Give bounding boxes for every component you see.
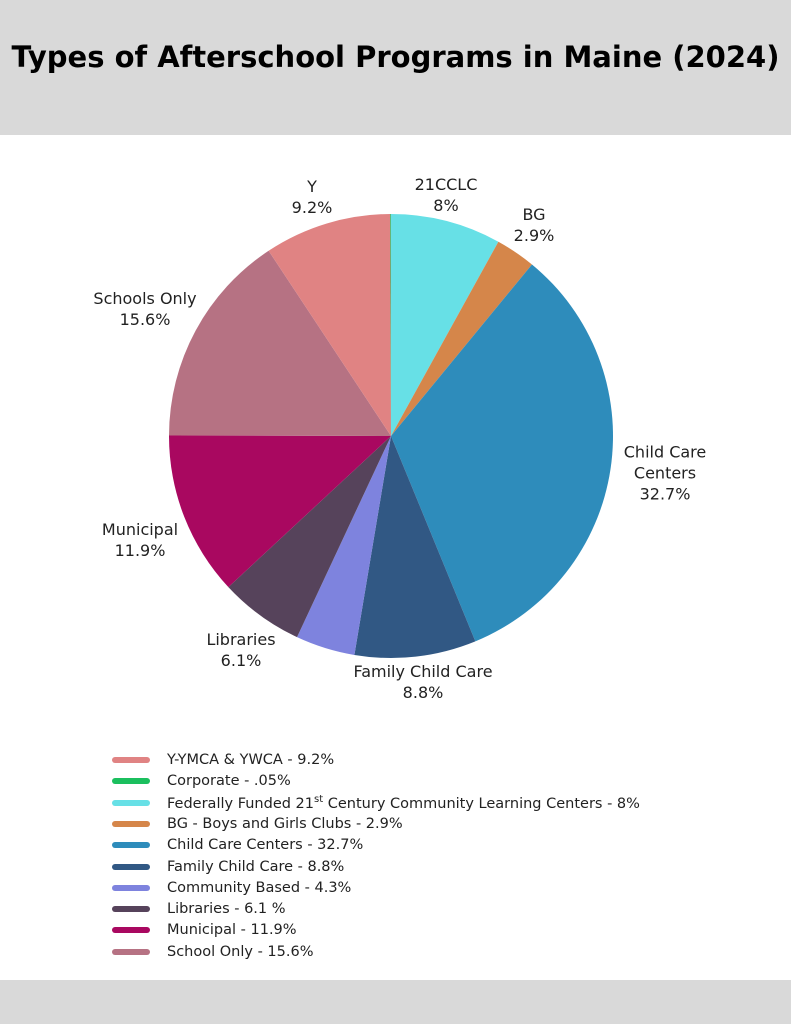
slice-name: 21CCLC: [414, 175, 478, 194]
slice-label: Schools Only 15.6%: [45, 288, 245, 330]
pie-slice: [391, 214, 499, 436]
slice-name: Schools Only: [93, 289, 197, 308]
legend-text: Corporate - .05%: [167, 773, 291, 790]
legend-swatch: [112, 906, 150, 913]
pie-slice: [169, 250, 391, 436]
legend-swatch: [112, 927, 150, 934]
legend-text: Family Child Care - 8.8%: [167, 858, 345, 875]
legend-text: Century Community Learning Centers - 8%: [323, 795, 640, 812]
slice-name: Family Child Care: [353, 662, 493, 681]
legend-entry: Child Care Centers - 32.7%: [167, 837, 363, 853]
slice-value: 8%: [433, 196, 459, 215]
legend-text: Municipal - 11.9%: [167, 922, 297, 939]
slice-value: 11.9%: [114, 541, 166, 560]
slice-name: Municipal: [101, 520, 179, 539]
slice-label: Y 9.2%: [212, 176, 412, 218]
pie-slice: [390, 214, 391, 436]
legend-text: Child Care Centers - 32.7%: [167, 837, 364, 854]
slice-label: Child Care Centers 32.7%: [610, 442, 720, 505]
legend-entry: Federally Funded 21st Century Community …: [167, 794, 640, 812]
legend-text: School Only - 15.6%: [167, 943, 314, 960]
legend-entry: Libraries - 6.1 %: [167, 901, 286, 917]
legend-entry: Community Based - 4.3%: [167, 880, 351, 896]
slice-name: Child Care Centers: [623, 442, 707, 483]
pie-slice: [228, 436, 391, 638]
legend-text: BG - Boys and Girls Clubs - 2.9%: [167, 815, 403, 832]
pie-slice: [354, 436, 476, 658]
slice-label: Libraries 6.1%: [141, 629, 341, 671]
slice-value: 15.6%: [119, 310, 171, 329]
legend-text: st: [314, 793, 324, 805]
slice-name: Libraries: [206, 630, 276, 649]
slice-value: 9.2%: [291, 198, 333, 217]
pie-slice: [169, 435, 391, 588]
slice-label: 21CCLC 8%: [346, 174, 546, 216]
legend-swatch: [112, 884, 150, 891]
slice-name: BG: [522, 205, 546, 224]
header-band: [0, 0, 791, 135]
slice-value: 8.8%: [402, 683, 444, 702]
legend-swatch: [112, 842, 150, 849]
chart-title: Types of Afterschool Programs in Maine (…: [11, 40, 780, 74]
slice-label: BG 2.9%: [434, 204, 634, 246]
legend-text: Community Based - 4.3%: [167, 879, 352, 896]
legend-entry: Corporate - .05%: [167, 773, 291, 789]
slice-value: 6.1%: [220, 651, 262, 670]
pie-slice: [391, 241, 532, 436]
slice-label: Family Child Care 8.8%: [323, 661, 523, 703]
legend-text: Libraries - 6.1 %: [167, 901, 286, 918]
pie-slice: [297, 436, 391, 655]
slice-label: Municipal 11.9%: [40, 519, 240, 561]
pie-slice: [268, 214, 391, 436]
legend-entry: School Only - 15.6%: [167, 944, 313, 960]
legend-swatch: [112, 863, 150, 870]
legend-swatch: [112, 757, 150, 763]
slice-value: 2.9%: [513, 226, 555, 245]
legend-entry: Y-YMCA & YWCA - 9.2%: [167, 752, 334, 768]
legend-entry: Municipal - 11.9%: [167, 922, 297, 938]
legend-swatch: [112, 778, 150, 785]
slice-value: 32.7%: [639, 484, 691, 504]
legend-swatch: [112, 799, 150, 806]
pie-slice: [391, 264, 613, 642]
legend-swatch: [112, 948, 150, 955]
legend-entry: BG - Boys and Girls Clubs - 2.9%: [167, 816, 403, 832]
legend-swatch: [112, 820, 150, 827]
legend-entry: Family Child Care - 8.8%: [167, 859, 344, 875]
legend-text: Y-YMCA & YWCA - 9.2%: [167, 752, 335, 768]
slice-name: Y: [307, 177, 317, 196]
legend-text: Federally Funded 21: [167, 795, 315, 812]
footer-band: [0, 980, 791, 1024]
